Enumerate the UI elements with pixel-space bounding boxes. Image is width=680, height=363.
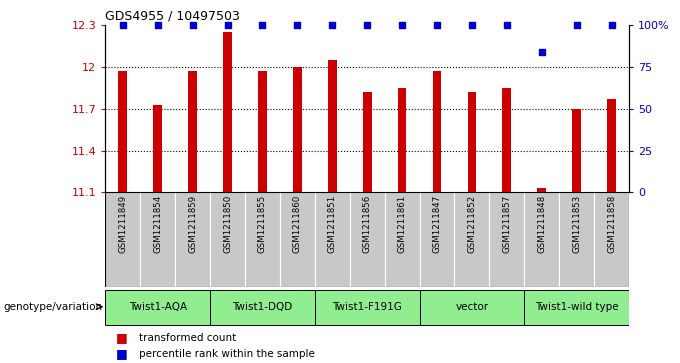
Bar xyxy=(350,192,385,287)
Bar xyxy=(524,192,559,287)
Bar xyxy=(223,32,232,192)
Bar xyxy=(210,290,315,325)
Bar xyxy=(537,188,546,192)
Point xyxy=(432,23,443,28)
Point xyxy=(466,23,477,28)
Point xyxy=(327,23,338,28)
Text: genotype/variation: genotype/variation xyxy=(3,302,103,312)
Bar xyxy=(385,192,420,287)
Bar xyxy=(105,290,210,325)
Point xyxy=(222,23,233,28)
Text: GSM1211860: GSM1211860 xyxy=(293,195,302,253)
Text: GSM1211853: GSM1211853 xyxy=(572,195,581,253)
Bar xyxy=(258,72,267,192)
Bar xyxy=(363,92,371,192)
Text: percentile rank within the sample: percentile rank within the sample xyxy=(139,349,316,359)
Text: ■: ■ xyxy=(116,331,128,344)
Bar xyxy=(118,72,127,192)
Bar xyxy=(175,192,210,287)
Bar xyxy=(432,72,441,192)
Text: ■: ■ xyxy=(116,347,128,360)
Bar xyxy=(328,60,337,192)
Bar xyxy=(315,192,350,287)
Text: GSM1211858: GSM1211858 xyxy=(607,195,616,253)
Point xyxy=(152,23,163,28)
Point xyxy=(257,23,268,28)
Bar xyxy=(245,192,280,287)
Bar xyxy=(210,192,245,287)
Text: transformed count: transformed count xyxy=(139,333,237,343)
Text: Twist1-DQD: Twist1-DQD xyxy=(233,302,292,312)
Text: Twist1-AQA: Twist1-AQA xyxy=(129,302,187,312)
Point xyxy=(606,23,617,28)
Text: GSM1211851: GSM1211851 xyxy=(328,195,337,253)
Bar xyxy=(293,67,302,192)
Bar xyxy=(420,192,454,287)
Text: GSM1211855: GSM1211855 xyxy=(258,195,267,253)
Text: Twist1-wild type: Twist1-wild type xyxy=(535,302,618,312)
Point xyxy=(501,23,512,28)
Text: GSM1211854: GSM1211854 xyxy=(153,195,163,253)
Text: GSM1211849: GSM1211849 xyxy=(118,195,127,253)
Text: GSM1211856: GSM1211856 xyxy=(362,195,372,253)
Point xyxy=(537,49,547,55)
Text: GSM1211857: GSM1211857 xyxy=(503,195,511,253)
Text: GDS4955 / 10497503: GDS4955 / 10497503 xyxy=(105,10,240,23)
Bar xyxy=(503,88,511,192)
Bar xyxy=(315,290,420,325)
Text: Twist1-F191G: Twist1-F191G xyxy=(333,302,402,312)
Bar xyxy=(594,192,629,287)
Text: GSM1211847: GSM1211847 xyxy=(432,195,441,253)
Text: GSM1211850: GSM1211850 xyxy=(223,195,232,253)
Text: GSM1211848: GSM1211848 xyxy=(537,195,546,253)
Bar xyxy=(559,192,594,287)
Bar xyxy=(454,192,490,287)
Point xyxy=(118,23,129,28)
Point xyxy=(396,23,407,28)
Point xyxy=(362,23,373,28)
Bar xyxy=(105,192,140,287)
Bar xyxy=(420,290,524,325)
Text: vector: vector xyxy=(456,302,488,312)
Point xyxy=(292,23,303,28)
Text: GSM1211861: GSM1211861 xyxy=(398,195,407,253)
Point xyxy=(187,23,198,28)
Bar xyxy=(607,99,616,192)
Bar xyxy=(490,192,524,287)
Bar xyxy=(188,72,197,192)
Bar xyxy=(140,192,175,287)
Bar xyxy=(398,88,407,192)
Bar xyxy=(154,105,162,192)
Bar xyxy=(280,192,315,287)
Text: GSM1211852: GSM1211852 xyxy=(467,195,477,253)
Bar xyxy=(524,290,629,325)
Bar xyxy=(468,92,476,192)
Point xyxy=(571,23,582,28)
Bar xyxy=(573,109,581,192)
Text: GSM1211859: GSM1211859 xyxy=(188,195,197,253)
